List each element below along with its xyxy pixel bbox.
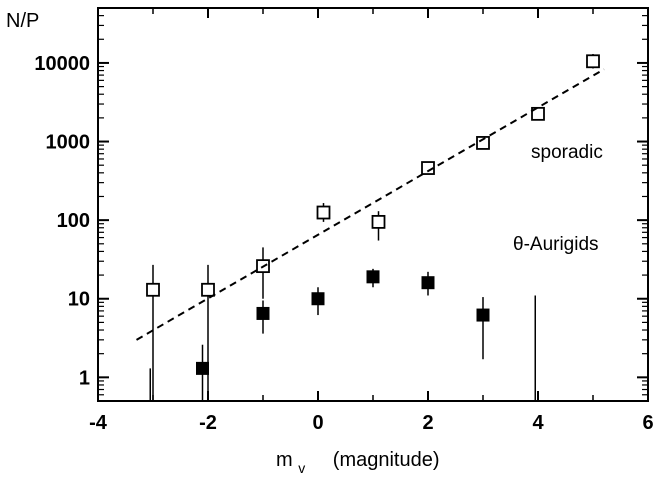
point-sporadic [586,54,600,69]
point-sporadic [201,282,215,297]
x-axis-title: m v (magnitude) [276,449,440,478]
x-tick-label: 6 [642,412,653,434]
point-aurigids [196,361,209,375]
fit-line-sporadic-fit [135,68,605,341]
y-tick-label: 10000 [34,53,90,75]
x-tick-label: 2 [422,412,433,434]
point-sporadic [371,214,386,229]
point-sporadic [421,161,435,175]
x-axis-title-unit: (magnitude) [333,449,440,471]
x-tick-label: 0 [312,412,323,434]
point-aurigids [476,308,490,322]
y-tick-label: 10 [68,289,90,311]
point-aurigids [256,306,270,320]
y-tick-label: 1 [79,367,90,389]
point-sporadic [146,282,160,297]
plot-area [135,53,605,401]
y-axis-title: N/P [6,10,39,32]
annotation-theta-aurigids: θ-Aurigids [513,234,599,255]
x-tick-label: -2 [199,412,217,434]
annotation-sporadic: sporadic [531,142,603,163]
point-aurigids [366,270,380,284]
x-axis-title-subscript: v [298,460,305,476]
point-aurigids [311,292,325,306]
y-tick-label: 1000 [46,132,91,154]
x-tick-label: -4 [89,412,108,434]
x-axis: -4 -2 0 2 4 6 [89,8,654,434]
y-axis: 1 10 100 1000 10000 [34,15,648,396]
y-tick-label: 100 [57,210,90,232]
x-tick-label: 4 [532,412,544,434]
x-axis-title-main: m [276,449,293,471]
point-aurigids [421,276,435,290]
plot-frame [97,7,649,402]
point-sporadic [316,205,331,220]
point-sporadic [531,106,545,121]
